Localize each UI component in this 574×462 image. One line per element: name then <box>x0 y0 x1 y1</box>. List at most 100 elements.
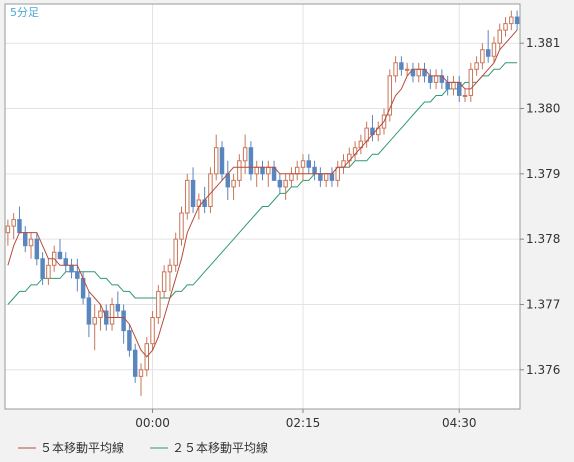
candle-down <box>399 56 404 76</box>
candle-body <box>283 179 288 188</box>
candle-body <box>5 225 11 234</box>
candle-down <box>190 167 196 214</box>
candle-body <box>173 238 178 266</box>
candle-up <box>404 62 410 76</box>
candle-body <box>167 264 173 273</box>
x-axis-ticks: 00:00 02:15 04:30 <box>135 409 477 430</box>
legend: ５本移動平均線 ２５本移動平均線 <box>18 440 268 455</box>
candle-down <box>514 10 520 31</box>
candle-body <box>306 160 312 168</box>
candle-body <box>300 160 306 168</box>
candle-up <box>167 258 173 292</box>
candle-up <box>468 62 474 102</box>
candle-up <box>480 43 485 70</box>
candle-body <box>57 251 63 260</box>
candle-down <box>75 258 80 292</box>
legend-label: ５本移動平均線 <box>40 440 124 455</box>
candle-up <box>179 206 184 246</box>
legend-label: ２５本移動平均線 <box>172 440 268 455</box>
candle-down <box>132 343 138 383</box>
candle-body <box>127 330 132 351</box>
candle-body <box>213 147 219 175</box>
ma5-series <box>7 29 518 358</box>
candle-body <box>11 219 16 227</box>
candle-body <box>248 147 254 175</box>
timeframe-label: 5分足 <box>10 6 39 19</box>
candle-down <box>127 324 132 357</box>
candle-body <box>132 349 138 377</box>
candle-body <box>474 62 479 70</box>
candle-body <box>277 179 283 188</box>
candle-body <box>260 166 265 175</box>
candle-body <box>86 297 92 325</box>
candle-body <box>468 68 474 96</box>
candle-up <box>231 173 236 200</box>
candle-body <box>17 219 22 234</box>
x-tick-label: 04:30 <box>442 416 477 430</box>
candle-up <box>503 17 508 37</box>
candles <box>5 10 520 396</box>
candle-body <box>509 16 514 25</box>
candle-body <box>179 212 184 240</box>
candle-up <box>300 154 306 181</box>
plot-border <box>4 3 521 410</box>
candle-up <box>474 56 479 76</box>
candle-up <box>161 265 167 298</box>
candle-body <box>428 75 433 83</box>
candle-down <box>121 304 126 344</box>
ma25-series <box>7 62 518 305</box>
candle-up <box>208 167 213 214</box>
candle-up <box>5 219 11 246</box>
candle-body <box>23 232 28 247</box>
candle-up <box>509 10 514 31</box>
candle-body <box>150 317 155 345</box>
candle-body <box>254 166 259 175</box>
candle-down <box>34 232 40 266</box>
candle-down <box>306 154 312 174</box>
candle-body <box>69 264 74 273</box>
y-tick-label: 1.380 <box>526 102 560 116</box>
candle-body <box>185 179 190 214</box>
candle-body <box>208 173 213 208</box>
legend-item: ２５本移動平均線 <box>150 440 268 455</box>
candle-body <box>46 264 51 279</box>
candle-body <box>231 179 236 188</box>
candle-body <box>242 147 248 162</box>
x-tick-label: 02:15 <box>286 416 321 430</box>
x-tick-label: 00:00 <box>135 416 170 430</box>
candle-body <box>399 62 404 70</box>
candle-body <box>40 258 45 279</box>
candle-up <box>185 173 190 220</box>
candle-up <box>11 213 16 240</box>
candle-body <box>416 68 421 77</box>
candle-up <box>156 284 161 325</box>
candle-body <box>451 81 456 90</box>
y-tick-label: 1.381 <box>526 36 560 50</box>
candle-body <box>156 290 161 319</box>
candle-body <box>190 179 196 208</box>
candle-body <box>445 81 450 90</box>
candle-body <box>433 75 439 83</box>
candle-body <box>219 147 225 175</box>
candle-body <box>404 68 410 71</box>
candle-body <box>462 94 468 97</box>
candle-up <box>393 56 398 83</box>
candle-body <box>138 369 144 377</box>
candle-up <box>46 258 51 285</box>
candle-up <box>173 232 178 272</box>
y-tick-label: 1.376 <box>526 363 560 377</box>
candle-body <box>480 49 485 64</box>
y-tick-label: 1.379 <box>526 167 560 181</box>
candle-body <box>266 166 271 175</box>
candle-body <box>485 49 491 57</box>
candle-body <box>28 238 34 247</box>
candle-up <box>491 36 497 63</box>
candle-up <box>150 311 155 351</box>
candle-up <box>138 363 144 396</box>
candle-body <box>294 166 300 175</box>
candle-body <box>491 42 497 57</box>
candle-up <box>462 88 468 102</box>
candle-down <box>485 30 491 63</box>
candle-down <box>219 141 225 181</box>
